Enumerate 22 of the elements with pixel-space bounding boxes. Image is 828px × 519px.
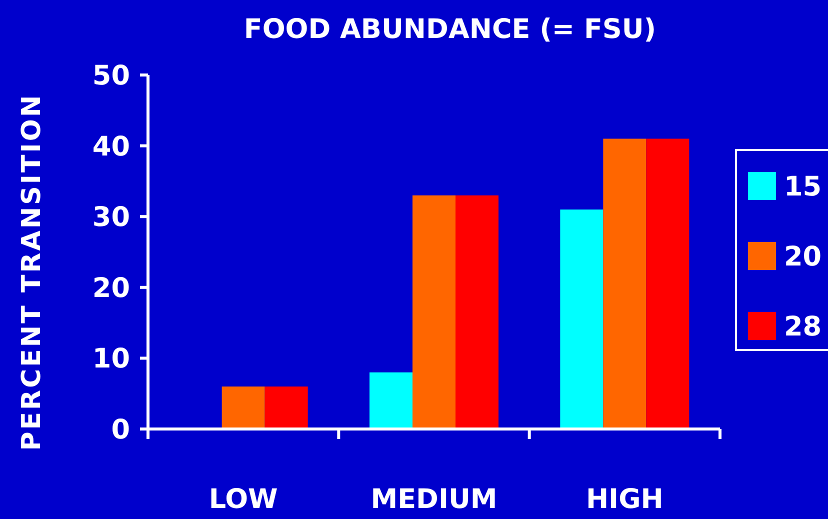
x-tick-label: HIGH [586,484,664,515]
bar [264,386,308,429]
x-tick-label: LOW [208,484,278,515]
y-tick-label: 50 [92,60,130,92]
y-tick-label: 0 [111,414,130,446]
bar [456,195,498,429]
y-tick-label: 40 [92,131,130,162]
bar [412,195,456,429]
legend-label: 28 [784,311,822,342]
bar [560,210,604,429]
chart-title: FOOD ABUNDANCE (= FSU) [244,14,656,45]
y-tick-label: 10 [92,344,130,375]
legend-label: 15 [784,171,822,202]
y-tick-label: 30 [92,202,130,234]
bar [646,138,690,429]
bar [370,372,412,429]
y-axis-title: PERCENT TRANSITION [17,93,47,451]
legend-label: 20 [784,241,822,272]
x-tick-label: MEDIUM [370,484,498,515]
y-tick-label: 20 [92,272,130,304]
bar [222,386,265,429]
bar [603,138,646,429]
